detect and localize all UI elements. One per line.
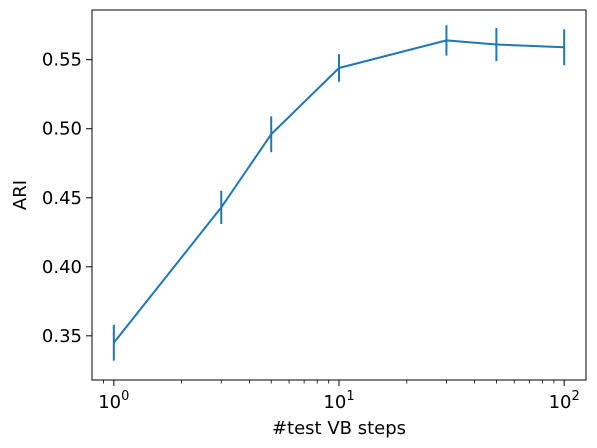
y-tick-label: 0.50 (42, 119, 82, 140)
x-tick-label: 102 (549, 389, 580, 413)
x-tick-label: 101 (323, 389, 354, 413)
y-tick-label: 0.40 (42, 257, 82, 278)
x-tick-label: 100 (98, 389, 129, 413)
y-tick-label: 0.35 (42, 326, 82, 347)
y-tick-label: 0.45 (42, 188, 82, 209)
y-tick-label: 0.55 (42, 50, 82, 71)
y-axis-label: ARI (10, 180, 31, 210)
series-line (113, 39, 565, 344)
y-axis: 0.35 0.40 0.45 0.50 0.55 (42, 50, 92, 347)
x-axis-label: #test VB steps (272, 418, 406, 439)
x-axis: 100 101 102 (98, 380, 580, 413)
series-layer (112, 25, 566, 361)
